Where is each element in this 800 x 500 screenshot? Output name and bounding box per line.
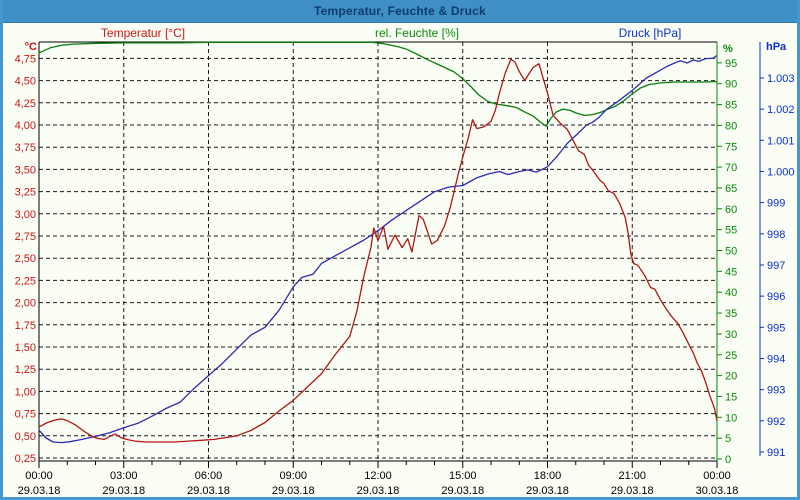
- humidity-tick-label: 30: [725, 329, 737, 341]
- x-tick-time: 12:00: [364, 470, 392, 482]
- temp-tick-label: 1,50: [15, 342, 36, 354]
- x-tick-date: 29.03.18: [611, 485, 654, 497]
- humidity-tick-label: 70: [725, 162, 737, 174]
- humidity-tick-label: 85: [725, 100, 737, 112]
- temp-tick-label: 0,75: [15, 409, 36, 421]
- temp-tick-label: 0,50: [15, 431, 36, 443]
- humidity-tick-label: 55: [725, 225, 737, 237]
- series-line-temperatur: [38, 58, 718, 443]
- humidity-tick-label: 75: [725, 141, 737, 153]
- temp-tick-label: 2,25: [15, 275, 36, 287]
- temp-tick-label: 2,00: [15, 298, 36, 310]
- temp-tick-label: 4,00: [15, 120, 36, 132]
- temp-tick-label: 4,50: [15, 76, 36, 88]
- x-tick-date: 29.03.18: [357, 485, 400, 497]
- temp-tick-label: 4,75: [15, 53, 36, 65]
- pressure-tick-label: 1.001: [767, 135, 795, 147]
- pressure-tick-label: 999: [767, 198, 785, 210]
- humidity-tick-label: 40: [725, 287, 737, 299]
- series-druck: [38, 54, 718, 444]
- humidity-tick-label: 20: [725, 371, 737, 383]
- temp-tick-label: 2,75: [15, 231, 36, 243]
- x-axis: 00:00 29.03.18 03:00 29.03.18 06:00 29.03.18 0…: [18, 461, 739, 497]
- x-tick-time: 15:00: [449, 470, 477, 482]
- x-tick-date: 29.03.18: [187, 485, 230, 497]
- x-tick-date: 29.03.18: [272, 485, 315, 497]
- y-axis-pressure: hPa 991 992 993 994 995 996 997 998 999 1.000 1.001…: [759, 41, 795, 459]
- pressure-tick-label: 1.002: [767, 104, 795, 116]
- series-temperatur: [38, 58, 718, 443]
- y-axis-temperature: °C 0,25 0,50 0,75 1,00 1,25 1,50 1,75 2,00 2,25 2,…: [15, 41, 37, 465]
- temp-tick-label: 1,25: [15, 364, 36, 376]
- plot-border: [38, 41, 718, 462]
- temp-tick-label: 3,25: [15, 187, 36, 199]
- x-tick-time: 06:00: [195, 470, 223, 482]
- humidity-tick-label: 80: [725, 120, 737, 132]
- temp-tick-label: 1,00: [15, 386, 36, 398]
- series-label-temperatur: Temperatur [°C]: [100, 26, 186, 40]
- humidity-tick-label: 5: [725, 433, 731, 445]
- humidity-tick-label: 95: [725, 58, 737, 70]
- temp-tick-label: 3,50: [15, 164, 36, 176]
- x-tick-time: 00:00: [703, 470, 731, 482]
- pressure-tick-label: 998: [767, 229, 785, 241]
- window-title: Temperatur, Feuchte & Druck: [314, 4, 486, 18]
- x-tick-date: 30.03.18: [696, 485, 739, 497]
- x-tick-date: 29.03.18: [526, 485, 569, 497]
- series-label-feuchte: rel. Feuchte [%]: [374, 26, 460, 40]
- temp-tick-label: 3,75: [15, 142, 36, 154]
- humidity-tick-label: 0: [725, 454, 731, 466]
- x-tick-time: 18:00: [534, 470, 562, 482]
- pressure-tick-label: 994: [767, 353, 785, 365]
- series-line-rel-feuchte: [38, 41, 718, 127]
- x-tick-time: 09:00: [279, 470, 307, 482]
- pressure-tick-label: 1.000: [767, 166, 795, 178]
- temp-tick-label: 1,75: [15, 320, 36, 332]
- humidity-tick-label: 25: [725, 350, 737, 362]
- pressure-tick-label: 991: [767, 447, 785, 459]
- pressure-tick-label: 1.003: [767, 73, 795, 85]
- series-label-druck: Druck [hPa]: [618, 26, 682, 40]
- x-tick-date: 29.03.18: [102, 485, 145, 497]
- humidity-tick-label: 15: [725, 391, 737, 403]
- x-tick-time: 00:00: [25, 470, 53, 482]
- x-tick-date: 29.03.18: [18, 485, 61, 497]
- y-axis-humidity: % 0 5 10 15 20 25 30 35 40 45 50 55 60 65 70 75 80 85 90 95: [717, 43, 737, 466]
- series-line-druck: [38, 54, 718, 444]
- humidity-tick-label: 60: [725, 204, 737, 216]
- window-titlebar: Temperatur, Feuchte & Druck: [0, 0, 800, 23]
- humidity-tick-label: 90: [725, 79, 737, 91]
- pressure-tick-label: 995: [767, 322, 785, 334]
- humidity-tick-label: 50: [725, 246, 737, 258]
- temp-tick-label: 0,25: [15, 453, 36, 465]
- humidity-tick-label: 35: [725, 308, 737, 320]
- series-rel-feuchte: [38, 41, 718, 127]
- humidity-tick-label: 10: [725, 412, 737, 424]
- pressure-axis-unit: hPa: [766, 41, 787, 53]
- pressure-tick-label: 992: [767, 416, 785, 428]
- humidity-tick-label: 45: [725, 266, 737, 278]
- humidity-axis-unit: %: [723, 43, 733, 55]
- temp-tick-label: 2,50: [15, 253, 36, 265]
- temp-axis-unit: °C: [25, 41, 37, 53]
- temp-tick-label: 3,00: [15, 209, 36, 221]
- grid: [39, 42, 717, 461]
- pressure-tick-label: 993: [767, 385, 785, 397]
- humidity-tick-label: 65: [725, 183, 737, 195]
- temp-tick-label: 4,25: [15, 98, 36, 110]
- x-tick-time: 03:00: [110, 470, 138, 482]
- x-tick-time: 21:00: [618, 470, 646, 482]
- pressure-tick-label: 997: [767, 260, 785, 272]
- x-tick-date: 29.03.18: [441, 485, 484, 497]
- pressure-tick-label: 996: [767, 291, 785, 303]
